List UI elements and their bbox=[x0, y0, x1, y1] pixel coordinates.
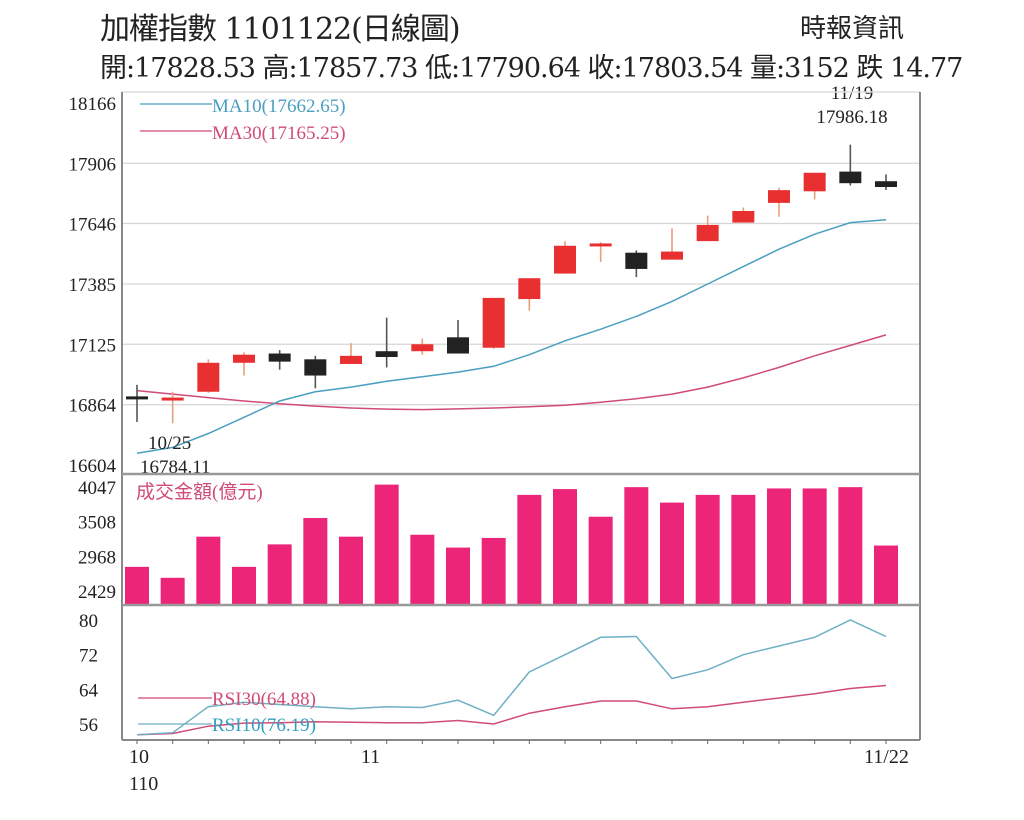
volume-bar bbox=[695, 494, 720, 605]
volume-bar bbox=[446, 547, 470, 605]
ma30-legend-label: MA30(17165.25) bbox=[212, 123, 346, 144]
x-tick-label: 10 bbox=[129, 746, 149, 768]
candle-up bbox=[661, 251, 683, 260]
volume-bar bbox=[731, 494, 756, 605]
volume-bar bbox=[838, 487, 863, 605]
volume-bar bbox=[874, 545, 898, 605]
candle-up bbox=[161, 397, 184, 401]
volume-bar bbox=[374, 484, 399, 605]
volume-tick-label: 4047 bbox=[78, 478, 116, 499]
candle-up bbox=[411, 344, 434, 352]
candle-up bbox=[768, 190, 790, 203]
rsi-lines bbox=[136, 619, 887, 736]
candle-up bbox=[554, 245, 576, 274]
volume-bar bbox=[125, 566, 149, 605]
candle-up bbox=[732, 210, 755, 223]
candle-up bbox=[482, 297, 505, 348]
x-axis: 10 110 11 11/22 bbox=[129, 740, 909, 795]
candle-up bbox=[340, 355, 362, 364]
rsi-tick-label: 72 bbox=[79, 646, 98, 667]
volume-bar bbox=[553, 489, 577, 605]
price-grid bbox=[122, 162, 920, 406]
rsi10-line bbox=[136, 619, 887, 736]
ma10-line bbox=[136, 218, 887, 454]
candle-down bbox=[839, 171, 862, 184]
candle-down bbox=[875, 181, 897, 188]
high-date-label: 11/19 bbox=[831, 83, 874, 104]
candle-down bbox=[375, 351, 398, 358]
rsi-tick-label: 56 bbox=[79, 715, 98, 736]
candle-up bbox=[197, 362, 220, 392]
volume-bar bbox=[232, 566, 256, 605]
candle-down bbox=[625, 252, 648, 269]
volume-bar bbox=[802, 488, 827, 605]
rsi-tick-label: 80 bbox=[79, 611, 98, 632]
candle-up bbox=[589, 243, 612, 247]
volume-tick-label: 3508 bbox=[78, 513, 116, 534]
rsi30-legend-label: RSI30(64.88) bbox=[212, 689, 316, 710]
chart-frame bbox=[121, 91, 921, 741]
candle-up bbox=[233, 354, 255, 363]
candle-up bbox=[696, 224, 719, 242]
volume-bar bbox=[481, 537, 506, 605]
price-tick-label: 17125 bbox=[69, 335, 117, 356]
rsi-tick-label: 64 bbox=[79, 680, 99, 701]
candle-down bbox=[268, 353, 291, 362]
moving-average-lines bbox=[136, 218, 887, 454]
volume-bar bbox=[267, 544, 292, 605]
chart-title: 加權指數 1101122(日線圖) bbox=[100, 12, 461, 47]
price-tick-label: 16604 bbox=[69, 456, 117, 477]
rsi30-line bbox=[136, 684, 887, 736]
rsi-legend: RSI30(64.88) RSI10(76.19) bbox=[138, 689, 316, 736]
volume-bar bbox=[160, 577, 185, 605]
volume-bar bbox=[303, 518, 328, 605]
price-tick-label: 17906 bbox=[69, 154, 117, 175]
candlesticks bbox=[126, 144, 897, 424]
volume-bar bbox=[410, 534, 435, 605]
volume-bar bbox=[624, 487, 649, 605]
volume-bar bbox=[588, 516, 613, 605]
volume-bar bbox=[196, 536, 221, 605]
rsi10-legend-label: RSI10(76.19) bbox=[212, 715, 316, 736]
x-tick-label: 11 bbox=[361, 746, 380, 768]
candle-down bbox=[304, 359, 327, 376]
price-tick-label: 18166 bbox=[69, 94, 117, 115]
ma10-legend-label: MA10(17662.65) bbox=[212, 96, 346, 117]
volume-tick-label: 2968 bbox=[78, 547, 116, 568]
candle-down bbox=[447, 337, 469, 354]
source-label: 時報資訊 bbox=[800, 14, 905, 44]
ma-legend: MA10(17662.65) MA30(17165.25) bbox=[140, 96, 346, 144]
rsi-axis: 80 72 64 56 bbox=[79, 611, 99, 736]
high-value-label: 17986.18 bbox=[816, 107, 887, 128]
price-tick-label: 16864 bbox=[69, 396, 117, 417]
volume-bar bbox=[517, 494, 542, 605]
price-axis: 18166 17906 17646 17385 17125 16864 16604 bbox=[69, 94, 117, 477]
volume-bar bbox=[339, 536, 363, 605]
low-date-label: 10/25 bbox=[148, 433, 191, 454]
price-tick-label: 17646 bbox=[69, 215, 117, 236]
candle-up bbox=[803, 172, 826, 192]
ma30-line bbox=[136, 334, 887, 411]
volume-title: 成交金額(億元) bbox=[136, 481, 263, 503]
volume-bar bbox=[660, 502, 684, 605]
x-tick-label: 11/22 bbox=[864, 746, 909, 768]
volume-bar bbox=[767, 488, 791, 605]
volume-axis: 4047 3508 2968 2429 bbox=[78, 478, 116, 603]
volume-bars bbox=[125, 484, 898, 605]
x-year-label: 110 bbox=[129, 773, 158, 795]
price-tick-label: 17385 bbox=[69, 275, 117, 296]
volume-tick-label: 2429 bbox=[78, 582, 116, 603]
ohlc-summary: 開:17828.53 高:17857.73 低:17790.64 收:17803… bbox=[100, 53, 963, 84]
candle-up bbox=[518, 278, 541, 300]
candle-down bbox=[126, 396, 148, 400]
